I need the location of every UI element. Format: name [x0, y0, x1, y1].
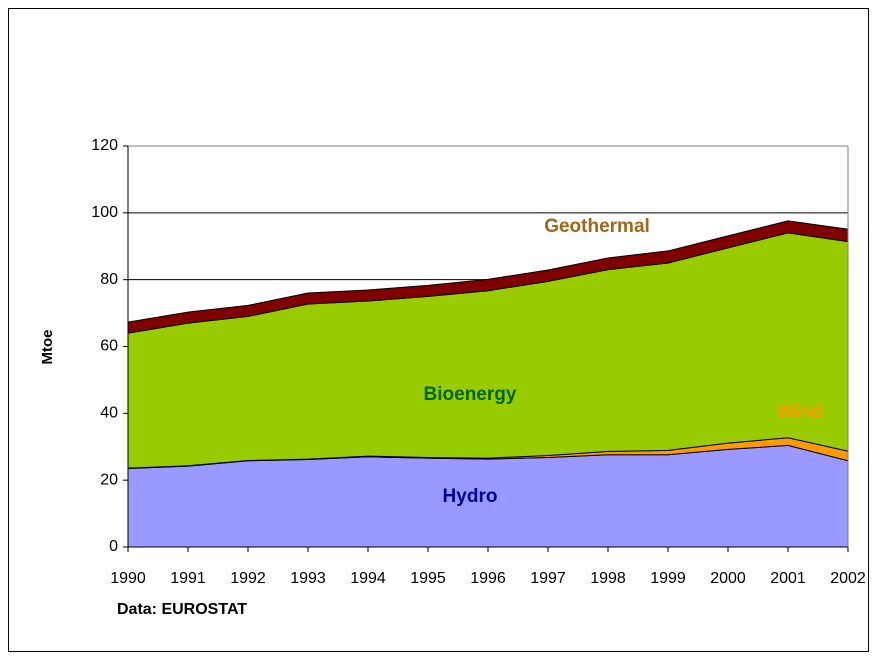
series-label: Bioenergy [424, 384, 517, 405]
x-tick-label: 1992 [230, 570, 266, 587]
x-tick-label: 1994 [350, 570, 386, 587]
y-axis-label: Mtoe [39, 330, 56, 365]
y-tick-label: 60 [100, 338, 118, 355]
y-tick-label: 0 [109, 538, 118, 555]
x-tick-label: 2000 [710, 570, 746, 587]
series-label: Wind [777, 402, 823, 423]
x-tick-label: 1990 [110, 570, 146, 587]
x-tick-label: 1998 [590, 570, 626, 587]
series-label: Hydro [443, 486, 498, 507]
y-tick-label: 100 [91, 204, 118, 221]
source-note: Data: EUROSTAT [117, 601, 247, 618]
x-tick-label: 1997 [530, 570, 566, 587]
x-tick-label: 1996 [470, 570, 506, 587]
series-label: Geothermal [544, 216, 650, 237]
x-tick-label: 2001 [770, 570, 806, 587]
x-tick-label: 1999 [650, 570, 686, 587]
x-tick-label: 2002 [830, 570, 866, 587]
y-tick-label: 20 [100, 471, 118, 488]
x-tick-label: 1991 [170, 570, 206, 587]
x-tick-label: 1993 [290, 570, 326, 587]
y-tick-label: 40 [100, 405, 118, 422]
y-tick-label: 80 [100, 271, 118, 288]
x-tick-label: 1995 [410, 570, 446, 587]
y-tick-label: 120 [91, 137, 118, 154]
